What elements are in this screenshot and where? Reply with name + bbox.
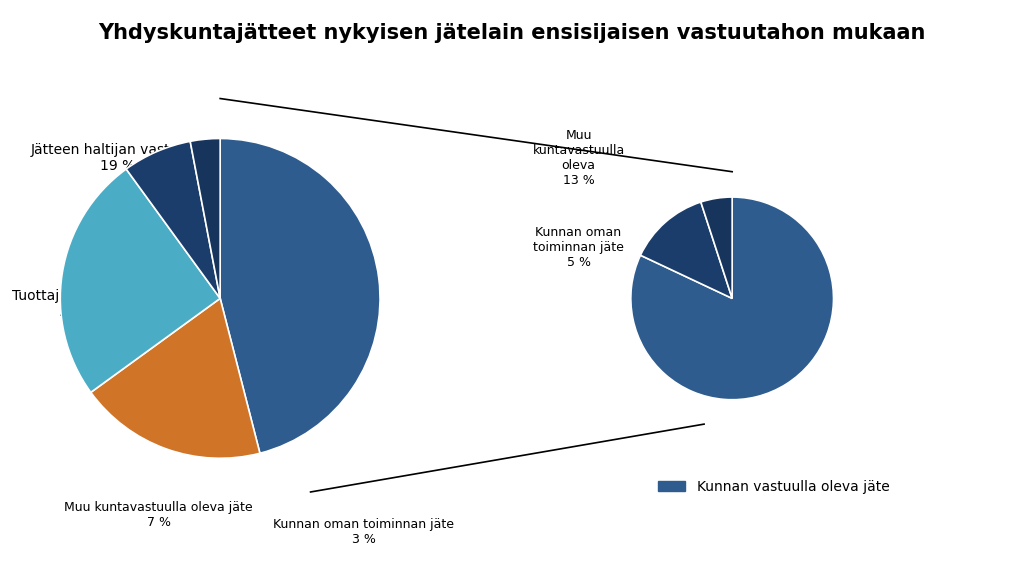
Text: Muu kuntavastuulla oleva jäte
7 %: Muu kuntavastuulla oleva jäte 7 % — [65, 501, 253, 529]
Text: Asumisen jäte
82 %: Asumisen jäte 82 % — [733, 282, 854, 315]
Text: Kunnan oman toiminnan jäte
3 %: Kunnan oman toiminnan jäte 3 % — [273, 518, 454, 546]
Wedge shape — [190, 138, 220, 298]
Wedge shape — [220, 138, 380, 453]
Text: Jätteen haltijan vastuulla
19 %: Jätteen haltijan vastuulla 19 % — [31, 142, 205, 173]
Wedge shape — [631, 197, 834, 400]
Wedge shape — [91, 298, 260, 458]
Wedge shape — [700, 197, 732, 298]
Text: Kunnan oman
toiminnan jäte
5 %: Kunnan oman toiminnan jäte 5 % — [534, 226, 624, 269]
Text: Tuottajavastuujäte
25 %: Tuottajavastuujäte 25 % — [12, 289, 141, 319]
Wedge shape — [60, 169, 220, 392]
Text: Yhdyskuntajätteet nykyisen jätelain ensisijaisen vastuutahon mukaan: Yhdyskuntajätteet nykyisen jätelain ensi… — [98, 23, 926, 43]
Text: Asumisen jäte
46 %: Asumisen jäte 46 % — [334, 265, 455, 298]
Wedge shape — [640, 202, 732, 298]
Wedge shape — [126, 141, 220, 298]
Text: Muu
kuntavastuulla
oleva
13 %: Muu kuntavastuulla oleva 13 % — [532, 128, 625, 187]
Legend: Kunnan vastuulla oleva jäte: Kunnan vastuulla oleva jäte — [652, 475, 895, 500]
